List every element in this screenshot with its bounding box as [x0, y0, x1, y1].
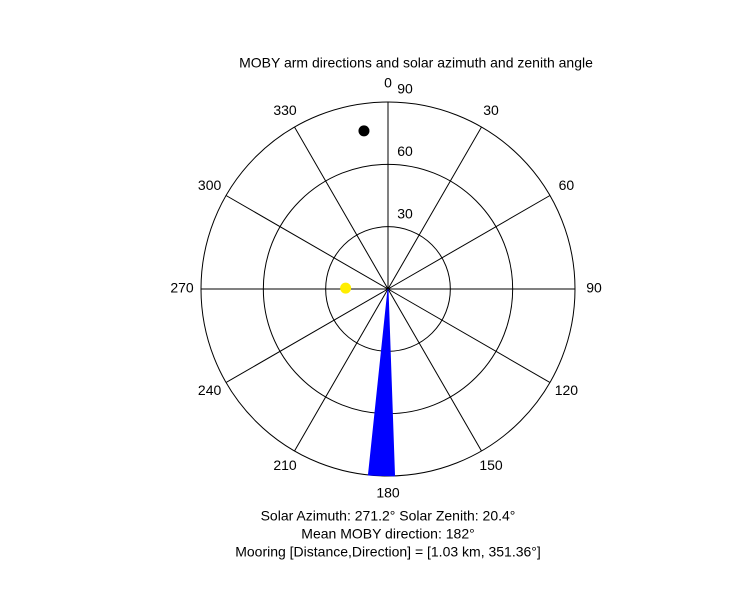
theta-tick-label: 60 — [559, 177, 575, 193]
grid-spoke — [225, 288, 389, 383]
theta-tick-label: 150 — [479, 457, 503, 473]
grid-spoke — [387, 288, 482, 452]
grid-spoke — [294, 288, 389, 452]
moby-wedge — [367, 288, 396, 477]
theta-tick-label: 240 — [198, 382, 222, 398]
r-tick-label: 90 — [397, 81, 413, 97]
grid-spoke — [294, 126, 389, 290]
theta-tick-label: 330 — [273, 102, 297, 118]
grid-spoke — [387, 288, 551, 383]
theta-tick-label: 270 — [170, 280, 194, 296]
point — [340, 282, 352, 294]
theta-tick-label: 210 — [273, 457, 297, 473]
point — [358, 125, 370, 137]
chart-title: MOBY arm directions and solar azimuth an… — [239, 55, 593, 71]
theta-tick-label: 300 — [198, 177, 222, 193]
footer-text: Solar Azimuth: 271.2° Solar Zenith: 20.4… — [261, 508, 516, 524]
theta-tick-label: 90 — [586, 280, 602, 296]
theta-tick-label: 0 — [384, 75, 392, 91]
grid-spoke — [387, 195, 551, 290]
r-tick-label: 30 — [397, 205, 413, 221]
grid-spoke — [387, 126, 482, 290]
theta-tick-label: 180 — [376, 485, 400, 501]
footer-text: Mooring [Distance,Direction] = [1.03 km,… — [235, 544, 541, 560]
r-tick-label: 60 — [397, 143, 413, 159]
footer-text: Mean MOBY direction: 182° — [301, 526, 474, 542]
grid-spoke — [225, 195, 389, 290]
theta-tick-label: 30 — [483, 102, 499, 118]
theta-tick-label: 120 — [555, 382, 579, 398]
